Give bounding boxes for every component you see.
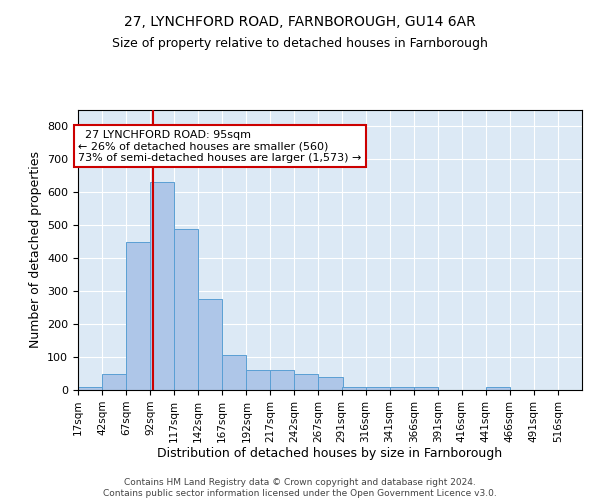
- Text: 27 LYNCHFORD ROAD: 95sqm  
← 26% of detached houses are smaller (560)
73% of sem: 27 LYNCHFORD ROAD: 95sqm ← 26% of detach…: [78, 130, 361, 163]
- Bar: [150, 182, 174, 390]
- Bar: [413, 386, 438, 390]
- Text: Size of property relative to detached houses in Farnborough: Size of property relative to detached ho…: [112, 38, 488, 51]
- Text: 27, LYNCHFORD ROAD, FARNBOROUGH, GU14 6AR: 27, LYNCHFORD ROAD, FARNBOROUGH, GU14 6A…: [124, 15, 476, 29]
- Bar: [247, 370, 271, 390]
- Bar: [319, 377, 343, 390]
- Bar: [271, 370, 295, 390]
- Bar: [486, 386, 510, 390]
- Text: Contains HM Land Registry data © Crown copyright and database right 2024.
Contai: Contains HM Land Registry data © Crown c…: [103, 478, 497, 498]
- Bar: [174, 228, 198, 390]
- Bar: [78, 386, 102, 390]
- Bar: [222, 356, 247, 390]
- Bar: [389, 386, 413, 390]
- Bar: [341, 386, 365, 390]
- Bar: [295, 374, 319, 390]
- Bar: [365, 386, 389, 390]
- Y-axis label: Number of detached properties: Number of detached properties: [29, 152, 41, 348]
- Bar: [102, 374, 126, 390]
- Bar: [198, 300, 222, 390]
- Bar: [126, 242, 150, 390]
- X-axis label: Distribution of detached houses by size in Farnborough: Distribution of detached houses by size …: [157, 448, 503, 460]
